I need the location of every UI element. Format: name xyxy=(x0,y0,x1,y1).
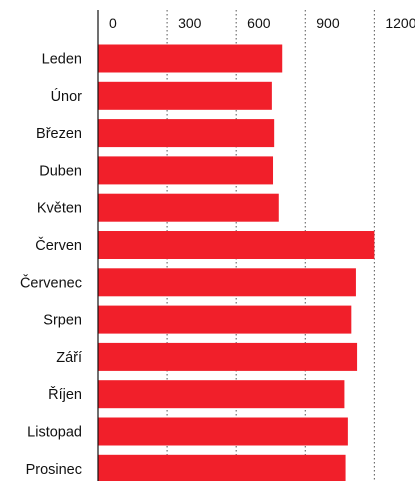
bar-1 xyxy=(98,44,283,73)
bar-3 xyxy=(98,119,275,148)
bar-9 xyxy=(98,342,358,371)
category-label: Srpen xyxy=(43,313,82,329)
bar-11 xyxy=(98,417,348,446)
bar-5 xyxy=(98,193,279,222)
category-label: Leden xyxy=(42,52,82,68)
x-tick-label: 300 xyxy=(178,15,202,31)
x-tick-label: 900 xyxy=(316,15,340,31)
x-tick-label: 0 xyxy=(109,15,117,31)
category-label: Červenec xyxy=(20,274,82,291)
category-label: Duben xyxy=(39,163,82,179)
x-tick-label: 600 xyxy=(247,15,271,31)
bar-12 xyxy=(98,454,346,481)
x-axis-ticks: 0 300 600 900 1200 xyxy=(109,15,415,31)
bar-group xyxy=(98,44,375,481)
bar-2 xyxy=(98,81,272,110)
x-tick-label: 1200 xyxy=(385,15,415,31)
category-label: Prosinec xyxy=(26,462,82,478)
bar-6 xyxy=(98,231,375,259)
bar-7 xyxy=(98,268,356,297)
category-label: Listopad xyxy=(27,425,82,441)
category-labels: Leden Únor Březen Duben Květen Červen Červenec… xyxy=(20,52,82,478)
bar-10 xyxy=(98,380,345,409)
category-label: Březen xyxy=(36,126,82,142)
category-label: Únor xyxy=(51,88,83,105)
category-label: Říjen xyxy=(48,386,82,403)
category-label: Červen xyxy=(35,237,82,254)
bar-8 xyxy=(98,305,352,334)
category-label: Září xyxy=(56,350,82,366)
bar-4 xyxy=(98,156,274,185)
category-label: Květen xyxy=(37,201,82,217)
